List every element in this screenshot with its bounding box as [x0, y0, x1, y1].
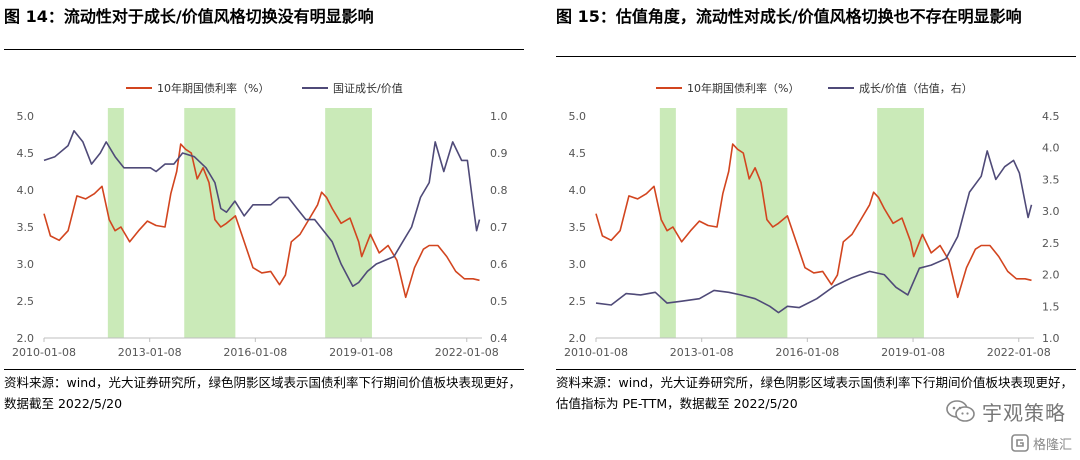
- source-divider: [4, 369, 524, 370]
- y-right-tick-label: 4.0: [1042, 142, 1060, 155]
- legend: 10年期国债利率（%） 国证成长/价值: [126, 81, 403, 95]
- y-right-tick-label: 0.6: [490, 258, 508, 271]
- figure-14-panel: 图 14：流动性对于成长/价值风格切换没有明显影响 5.0 4.5 4.0 3.5 3.…: [4, 0, 524, 460]
- series-line-rate: [43, 143, 480, 299]
- series-line-ratio: [595, 150, 1033, 314]
- y-left-tick-label: 4.0: [17, 184, 35, 197]
- series-lines: [595, 143, 1033, 314]
- legend-label-valuation: 成长/价值（估值，右）: [859, 81, 973, 95]
- source-note: 资料来源：wind，光大证券研究所，绿色阴影区域表示国债利率下行期间价值板块表现…: [4, 375, 522, 411]
- wechat-icon: [946, 400, 975, 422]
- y-right-tick-label: 0.5: [490, 295, 508, 308]
- figure-title: 图 15：估值角度，流动性对成长/价值风格切换也不存在明显影响: [556, 7, 1022, 26]
- shaded-period-3: [877, 108, 924, 338]
- y-right-tick-label: 1.0: [490, 110, 508, 123]
- shaded-periods: [107, 108, 372, 338]
- y-right-tick-label: 1.0: [1042, 332, 1060, 345]
- y-right-tick-label: 0.4: [490, 332, 508, 345]
- x-ticks: 2010-01-08 2013-01-08 2016-01-08 2019-01-08…: [12, 338, 499, 359]
- chart-15-svg: 5.0 4.5 4.0 3.5 3.0 2.5 2.0 4.5 4.0 3.5 3.0 2.5 2.0…: [564, 81, 1060, 359]
- x-tick-label: 2016-01-08: [775, 346, 839, 359]
- y-left-tick-label: 4.0: [569, 184, 587, 197]
- x-tick-label: 2013-01-08: [670, 346, 734, 359]
- x-ticks: 2010-01-08 2013-01-08 2016-01-08 2019-01-08…: [564, 338, 1051, 359]
- y-left-tick-label: 2.0: [17, 332, 35, 345]
- y-left-tick-label: 4.5: [17, 147, 35, 160]
- shaded-period-1: [107, 108, 124, 338]
- title-divider: [556, 56, 1076, 57]
- x-tick-label: 2016-01-08: [223, 346, 287, 359]
- y-right-ticks: 4.5 4.0 3.5 3.0 2.5 2.0 1.5 1.0: [1042, 110, 1060, 345]
- x-tick-label: 2022-01-08: [987, 346, 1051, 359]
- y-right-tick-label: 0.9: [490, 147, 508, 160]
- chart-14-svg: 5.0 4.5 4.0 3.5 3.0 2.5 2.0 1.0 0.9 0.8 0.7 0.6 0.5…: [12, 81, 508, 359]
- shaded-period-3: [325, 108, 372, 338]
- y-right-tick-label: 3.5: [1042, 173, 1060, 186]
- y-right-tick-label: 0.7: [490, 221, 508, 234]
- y-right-tick-label: 2.0: [1042, 269, 1060, 282]
- legend-label-rate: 10年期国债利率（%）: [157, 81, 269, 95]
- legend-label-ratio: 国证成长/价值: [333, 82, 403, 95]
- x-tick-label: 2010-01-08: [12, 346, 76, 359]
- gelonghui-logo-icon: [1011, 434, 1029, 452]
- y-left-tick-label: 3.0: [17, 258, 35, 271]
- watermark-small-text: 格隆汇: [1032, 437, 1072, 453]
- source-divider: [556, 369, 1076, 370]
- chart-14: 5.0 4.5 4.0 3.5 3.0 2.5 2.0 1.0 0.9 0.8 0.7 0.6 0.5…: [4, 70, 524, 368]
- x-tick-label: 2010-01-08: [564, 346, 628, 359]
- x-tick-label: 2019-01-08: [881, 346, 945, 359]
- y-left-tick-label: 3.0: [569, 258, 587, 271]
- series-line-rate: [595, 143, 1032, 299]
- series-line-ratio: [43, 129, 481, 287]
- y-right-tick-label: 4.5: [1042, 110, 1060, 123]
- x-tick-label: 2022-01-08: [435, 346, 499, 359]
- y-left-tick-label: 2.5: [569, 295, 587, 308]
- x-tick-label: 2019-01-08: [329, 346, 393, 359]
- watermark-wechat: 宇观策略: [946, 396, 1066, 426]
- source-note: 资料来源：wind，光大证券研究所，绿色阴影区域表示国债利率下行期间价值板块表现…: [556, 375, 1074, 411]
- legend: 10年期国债利率（%） 成长/价值（估值，右）: [656, 81, 973, 95]
- y-left-tick-label: 2.5: [17, 295, 35, 308]
- y-left-tick-label: 2.0: [569, 332, 587, 345]
- y-right-tick-label: 2.5: [1042, 237, 1060, 250]
- series-lines: [43, 129, 481, 299]
- y-right-tick-label: 3.0: [1042, 205, 1060, 218]
- figure-15-panel: 图 15：估值角度，流动性对成长/价值风格切换也不存在明显影响 5.0 4.5 4.…: [556, 0, 1076, 460]
- y-right-tick-label: 0.8: [490, 184, 508, 197]
- y-left-ticks: 5.0 4.5 4.0 3.5 3.0 2.5 2.0: [17, 110, 35, 345]
- y-left-tick-label: 5.0: [569, 110, 587, 123]
- shaded-period-1: [659, 108, 676, 338]
- chart-15: 5.0 4.5 4.0 3.5 3.0 2.5 2.0 4.5 4.0 3.5 3.0 2.5 2.0…: [556, 70, 1076, 368]
- title-divider: [4, 49, 524, 50]
- legend-label-rate: 10年期国债利率（%）: [687, 81, 799, 95]
- y-left-tick-label: 5.0: [17, 110, 35, 123]
- shaded-periods: [659, 108, 924, 338]
- watermark-gelonghui: 格隆汇: [1011, 432, 1072, 454]
- x-tick-label: 2013-01-08: [118, 346, 182, 359]
- y-left-tick-label: 4.5: [569, 147, 587, 160]
- y-left-ticks: 5.0 4.5 4.0 3.5 3.0 2.5 2.0: [569, 110, 587, 345]
- figure-title: 图 14：流动性对于成长/价值风格切换没有明显影响: [4, 7, 374, 26]
- watermark-text: 宇观策略: [982, 400, 1066, 425]
- y-left-tick-label: 3.5: [17, 221, 35, 234]
- y-left-tick-label: 3.5: [569, 221, 587, 234]
- y-right-ticks: 1.0 0.9 0.8 0.7 0.6 0.5 0.4: [490, 110, 508, 345]
- y-right-tick-label: 1.5: [1042, 300, 1060, 313]
